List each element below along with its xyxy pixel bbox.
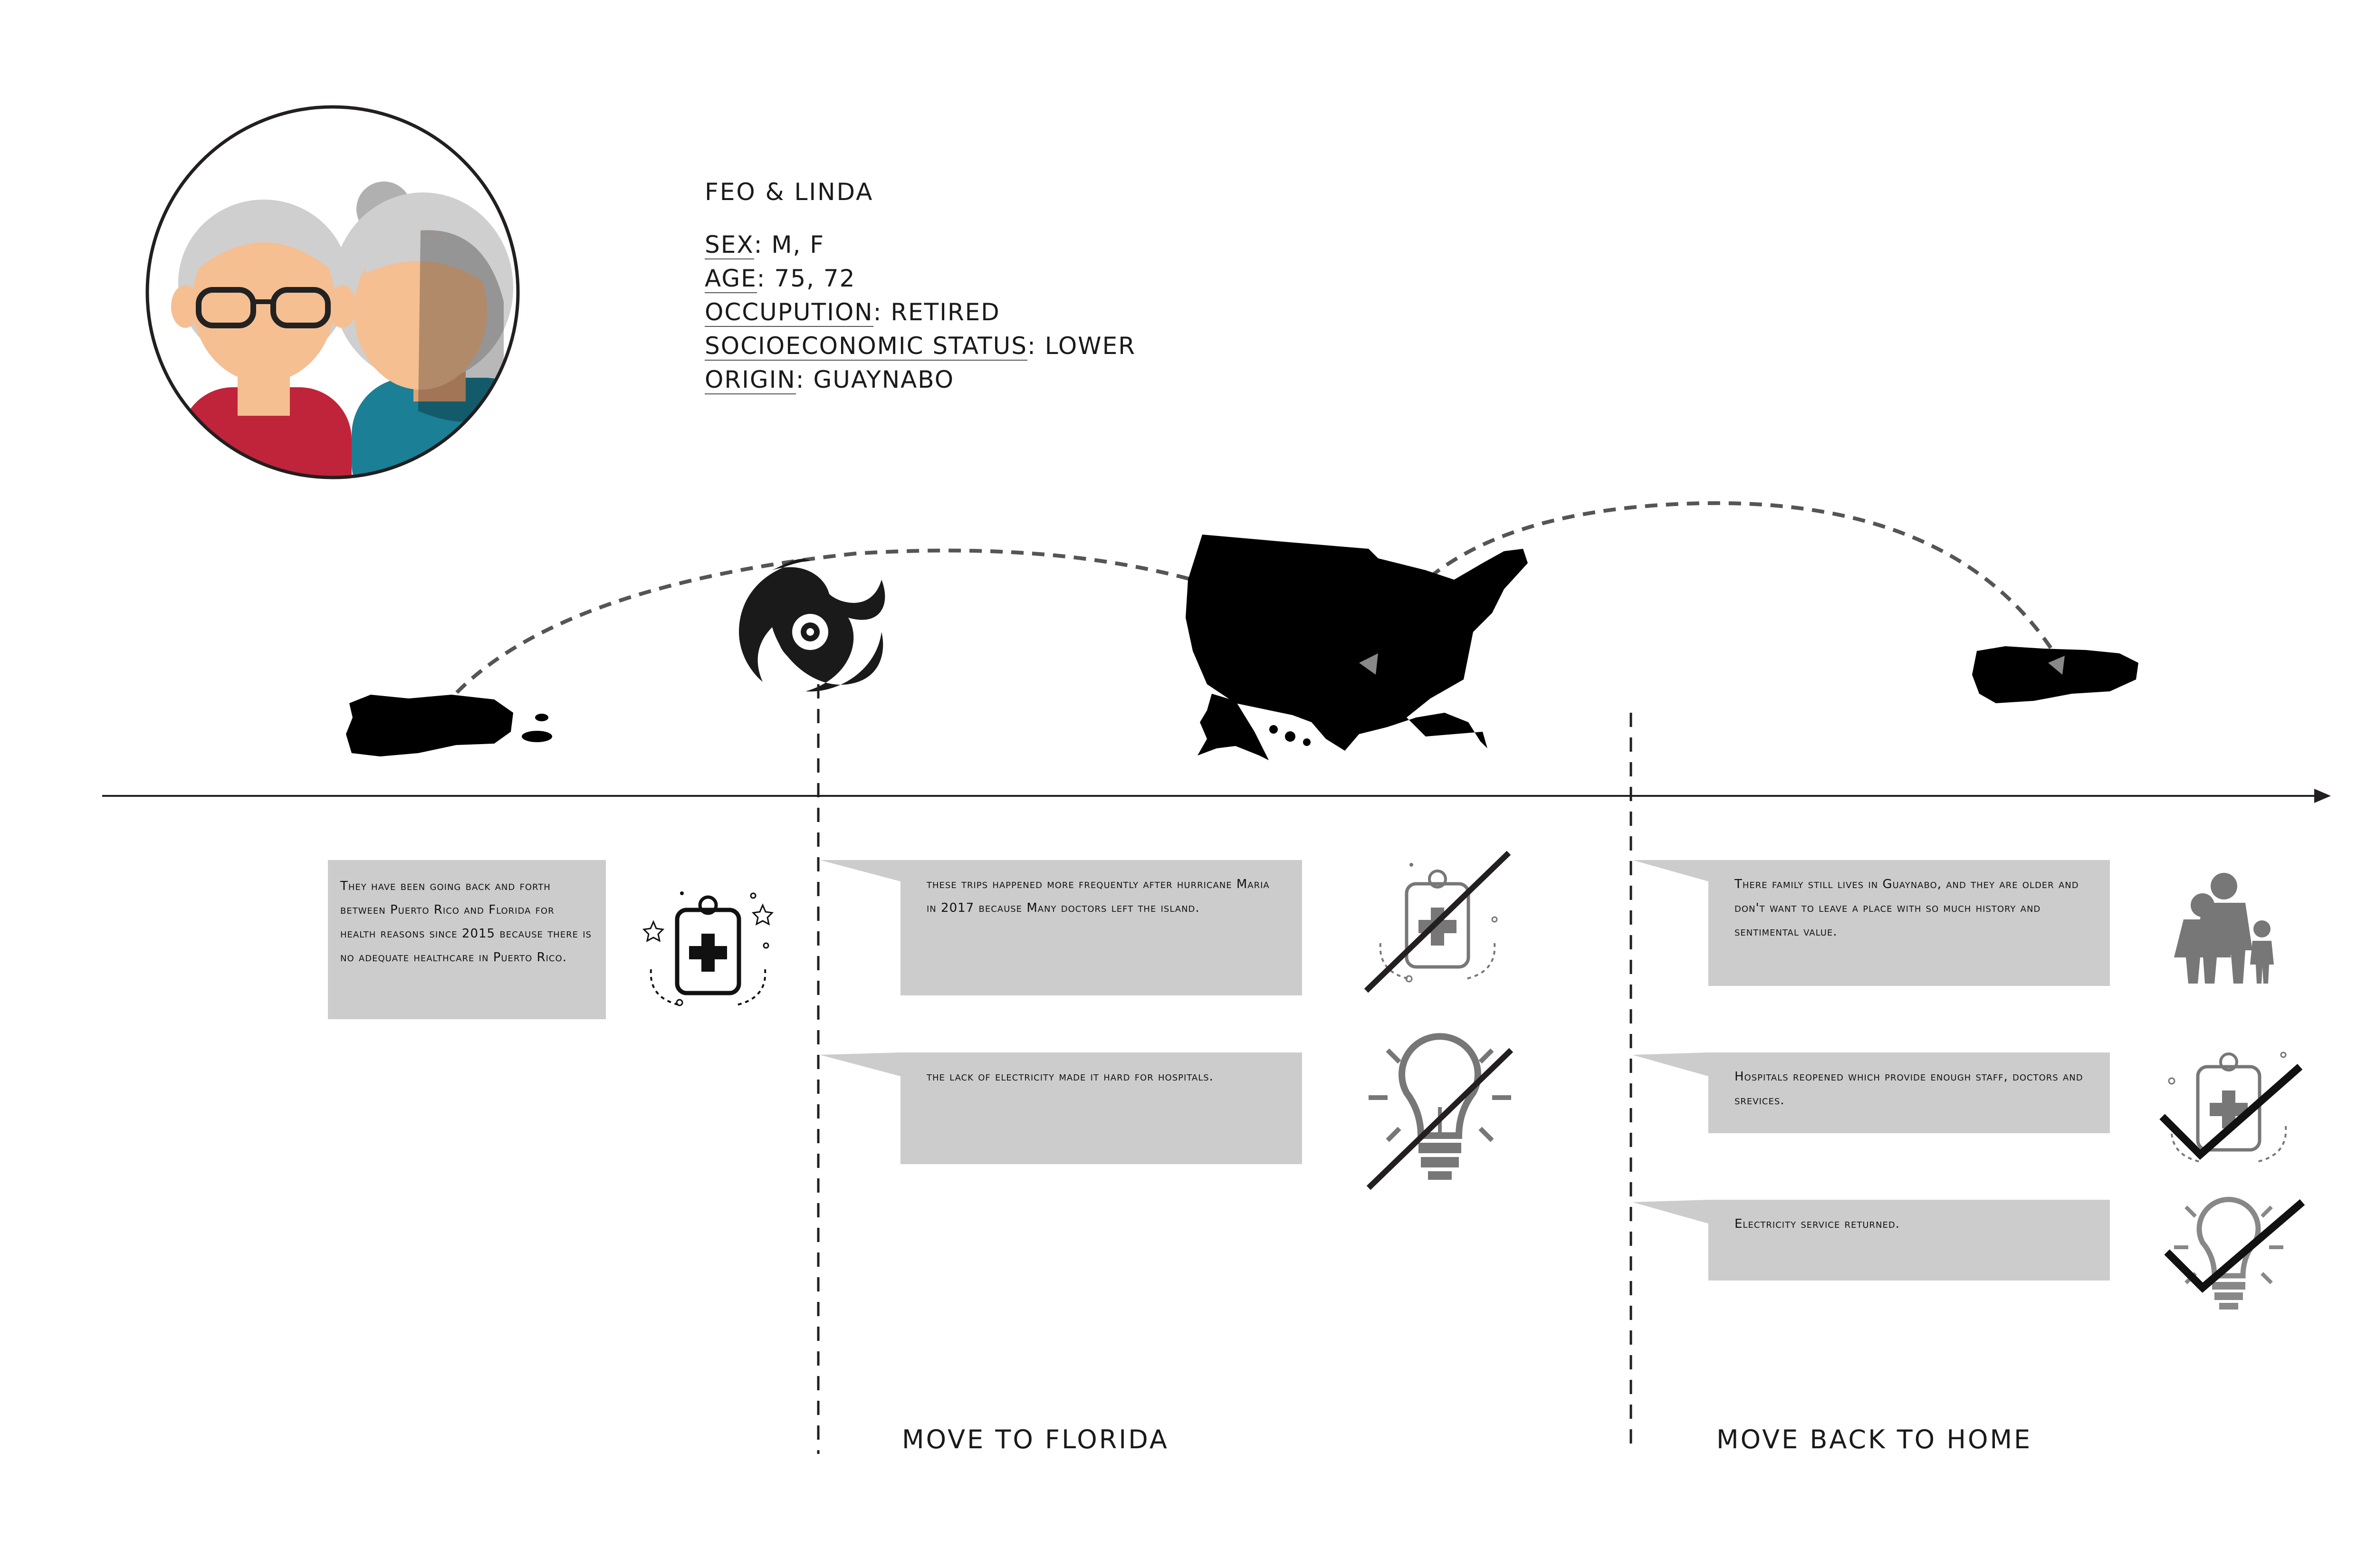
usa-map-icon (1186, 535, 1528, 760)
note-healthcare-trips: They have been going back and forth betw… (328, 860, 606, 1019)
timeline-arrowhead (2314, 789, 2331, 803)
attribute-sex: SEX: M, F (705, 231, 825, 259)
note-hospitals-reopened: Hospitals reopened which provide enough … (1708, 1052, 2110, 1133)
stage-label-florida: MOVE TO FLORIDA (902, 1425, 1169, 1454)
medical-unavailable-icon (1364, 851, 1511, 993)
stage-label-home: MOVE BACK TO HOME (1716, 1425, 2032, 1454)
persona-attributes: SEX: M, F AGE: 75, 72 OCCUPUTION: RETIRE… (705, 228, 1136, 397)
persona-name: FEO & LINDA (705, 178, 874, 206)
electricity-available-icon (2164, 1196, 2305, 1310)
flight-path-to-home (1367, 501, 2055, 661)
family-icon (2174, 873, 2274, 984)
attribute-origin: ORIGIN: GUAYNABO (705, 366, 955, 394)
note-family-ties: There family still lives in Guaynabo, an… (1708, 860, 2110, 986)
bubble-tail-2 (820, 860, 901, 881)
note-no-electricity: the lack of electricity made it hard for… (901, 1052, 1302, 1164)
attribute-occupation: OCCUPUTION: RETIRED (705, 298, 1000, 327)
note-after-hurricane: these trips happened more frequently aft… (901, 860, 1302, 995)
attribute-socioeconomic: SOCIOECONOMIC STATUS: LOWER (705, 332, 1136, 361)
bubble-tail-4 (1632, 860, 1708, 881)
puerto-rico-map-icon (346, 695, 552, 756)
puerto-rico-map-icon (1972, 646, 2138, 703)
electricity-unavailable-icon (1366, 1033, 1514, 1190)
bubble-tail-5 (1632, 1052, 1708, 1076)
note-electricity-returned: Electricity service returned. (1708, 1200, 2110, 1281)
bubble-tail-6 (1632, 1200, 1708, 1224)
grandfather-figure (171, 200, 356, 478)
elderly-couple-avatar (145, 105, 520, 479)
medical-iv-bag-icon (642, 891, 774, 1006)
attribute-age: AGE: 75, 72 (705, 265, 856, 293)
hurricane-icon (739, 559, 885, 692)
medical-available-icon (2159, 1052, 2303, 1163)
bubble-tail-3 (820, 1052, 901, 1076)
